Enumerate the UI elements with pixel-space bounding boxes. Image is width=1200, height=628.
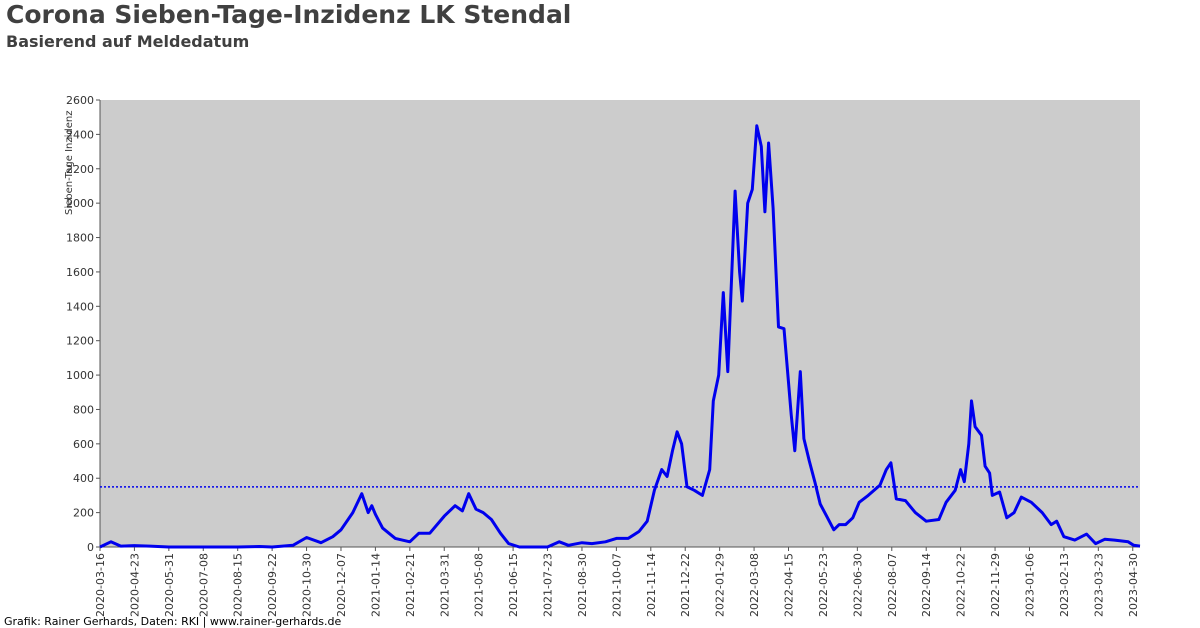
y-tick-label: 1400 xyxy=(66,300,94,313)
y-axis-label: Sieben-Tage Inzidenz xyxy=(64,111,75,215)
y-tick-label: 400 xyxy=(73,472,94,485)
x-tick-label: 2022-10-22 xyxy=(955,553,968,617)
x-tick-label: 2020-10-30 xyxy=(301,553,314,617)
x-tick-label: 2020-12-07 xyxy=(335,553,348,617)
y-tick-label: 2000 xyxy=(66,197,94,210)
x-tick-label: 2021-05-08 xyxy=(473,553,486,617)
y-tick-label: 2400 xyxy=(66,128,94,141)
y-tick-label: 2200 xyxy=(66,163,94,176)
x-tick-label: 2020-07-08 xyxy=(197,553,210,617)
y-tick-label: 800 xyxy=(73,403,94,416)
x-tick-label: 2021-02-21 xyxy=(404,553,417,617)
x-tick-label: 2021-01-14 xyxy=(369,553,382,617)
x-tick-label: 2022-08-07 xyxy=(886,553,899,617)
y-tick-label: 1800 xyxy=(66,232,94,245)
y-tick-label: 0 xyxy=(87,541,94,554)
x-tick-label: 2020-08-15 xyxy=(232,553,245,617)
x-tick-label: 2021-10-07 xyxy=(610,553,623,617)
x-tick-label: 2022-11-29 xyxy=(989,553,1002,617)
data-line xyxy=(99,124,1141,549)
chart-subtitle: Basierend auf Meldedatum xyxy=(6,32,249,51)
y-tick-label: 1000 xyxy=(66,369,94,382)
x-tick-label: 2022-01-29 xyxy=(714,553,727,617)
x-tick-label: 2023-01-06 xyxy=(1023,553,1036,617)
y-tick-label: 200 xyxy=(73,507,94,520)
x-tick-label: 2023-02-13 xyxy=(1058,553,1071,617)
x-tick-label: 2023-04-30 xyxy=(1127,553,1140,617)
footer: Grafik: Rainer Gerhards, Daten: RKI | ww… xyxy=(4,615,342,628)
x-tick-label: 2020-04-23 xyxy=(128,553,141,617)
x-tick-label: 2021-06-15 xyxy=(507,553,520,617)
y-tick-label: 1200 xyxy=(66,335,94,348)
y-tick-label: 1600 xyxy=(66,266,94,279)
x-tick-label: 2022-09-14 xyxy=(920,553,933,617)
x-tick-label: 2022-04-15 xyxy=(783,553,796,617)
chart-title: Corona Sieben-Tage-Inzidenz LK Stendal xyxy=(6,0,571,29)
plot-background xyxy=(100,100,1140,547)
x-tick-label: 2020-03-16 xyxy=(94,553,107,617)
x-tick-label: 2021-08-30 xyxy=(576,553,589,617)
x-tick-label: 2021-07-23 xyxy=(542,553,555,617)
x-tick-label: 2022-03-08 xyxy=(748,553,761,617)
x-tick-label: 2021-11-14 xyxy=(645,553,658,617)
x-tick-label: 2021-12-22 xyxy=(679,553,692,617)
x-tick-label: 2021-03-31 xyxy=(438,553,451,617)
x-tick-label: 2020-09-22 xyxy=(266,553,279,617)
x-tick-label: 2022-05-23 xyxy=(817,553,830,617)
y-tick-label: 2600 xyxy=(66,94,94,107)
x-tick-label: 2022-06-30 xyxy=(851,553,864,617)
x-tick-label: 2023-03-23 xyxy=(1092,553,1105,617)
y-tick-label: 600 xyxy=(73,438,94,451)
x-tick-label: 2020-05-31 xyxy=(163,553,176,617)
